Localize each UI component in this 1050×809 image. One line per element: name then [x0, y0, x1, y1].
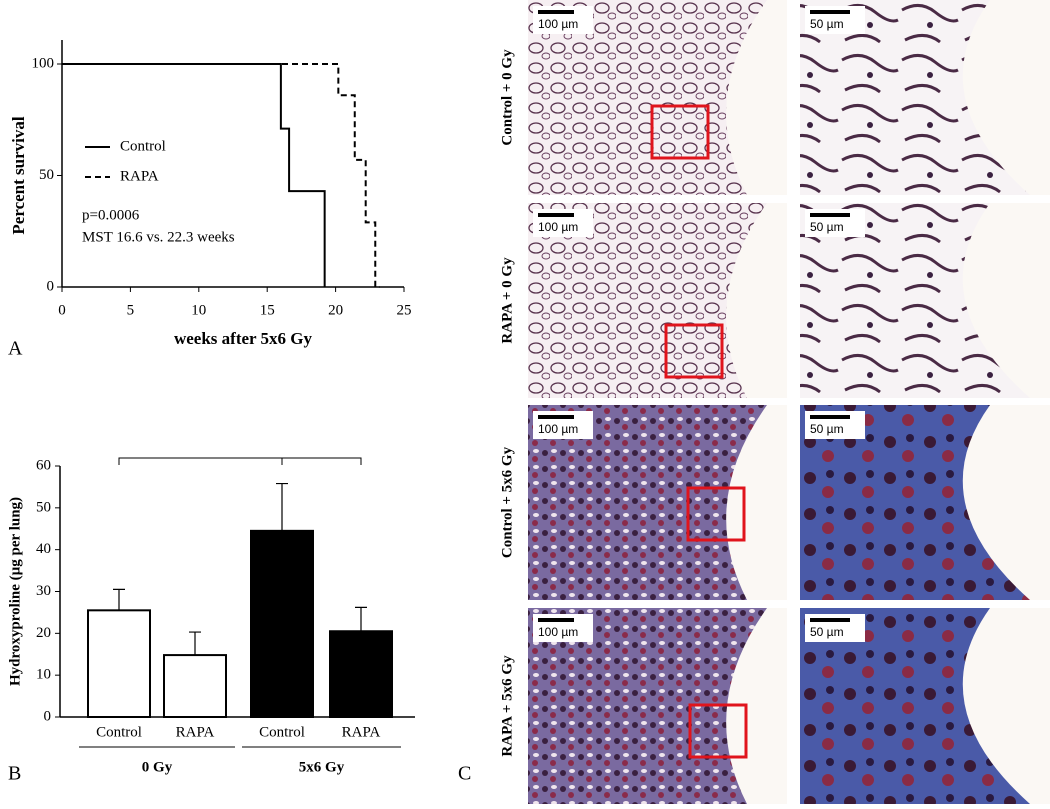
survival-chart: 0 50 100 0 5 10 15 20 25 weeks after 5x6 Gy Percen… [9, 40, 412, 348]
scale-label: 100 µm [538, 625, 578, 639]
zoom-box [664, 323, 724, 379]
annotation: MST 16.6 vs. 22.3 weeks [82, 229, 235, 245]
y-tick-label: 0 [44, 708, 52, 724]
bar [250, 529, 314, 719]
y-tick-label: 20 [36, 625, 51, 641]
lumen [962, 608, 1050, 804]
legend-label: Control [120, 138, 166, 154]
scale-label: 100 µm [538, 220, 578, 234]
x-tick-label: 10 [191, 302, 206, 318]
y-tick-label: 30 [36, 583, 51, 599]
y-tick-label: 10 [36, 667, 51, 683]
histology-panel: Control + 0 Gy 100 µm 50 µm RAPA + 0 Gy 100 … [499, 0, 1050, 804]
panel-label: B [8, 763, 21, 785]
x-tick-label: 0 [58, 302, 66, 318]
tissue-edge [726, 203, 787, 398]
scale-label: 50 µm [810, 220, 844, 234]
zoom-box [686, 486, 746, 542]
bar [87, 609, 151, 719]
survival-curve [62, 63, 326, 287]
lumen [962, 203, 1050, 398]
bar [163, 654, 227, 719]
panel-label: A [8, 338, 23, 360]
scale-label: 50 µm [810, 625, 844, 639]
error-bar [355, 606, 367, 632]
group-label: 5x6 Gy [299, 759, 345, 775]
legend-label: RAPA [120, 168, 159, 184]
x-tick-label: 5 [127, 302, 135, 318]
y-tick-label: 60 [36, 457, 51, 473]
x-tick-label: 20 [328, 302, 343, 318]
annotation: p=0.0006 [82, 207, 140, 223]
y-tick-label: 40 [36, 541, 51, 557]
row-label: RAPA + 0 Gy [499, 257, 515, 344]
scale-label: 100 µm [538, 422, 578, 436]
x-tick-label: Control [96, 724, 142, 740]
survival-curve [62, 63, 380, 288]
significance-bracket [118, 457, 362, 465]
error-bar [276, 482, 288, 531]
lumen [962, 405, 1050, 600]
y-tick-label: 100 [32, 55, 55, 71]
zoom-box [650, 104, 710, 160]
x-tick-label: RAPA [342, 724, 381, 740]
tissue-edge [726, 0, 787, 195]
lumen [962, 0, 1050, 195]
row-label: Control + 0 Gy [499, 49, 515, 146]
x-tick-label: 25 [397, 302, 412, 318]
y-tick-label: 0 [47, 278, 55, 294]
x-tick-label: 15 [260, 302, 275, 318]
scale-label: 50 µm [810, 17, 844, 31]
panel-label: C [458, 763, 471, 785]
y-tick-label: 50 [39, 167, 54, 183]
group-label: 0 Gy [142, 759, 173, 775]
y-axis-label: Hydroxyproline (µg per lung) [7, 497, 23, 686]
x-tick-label: Control [259, 724, 305, 740]
scale-label: 50 µm [810, 422, 844, 436]
tissue-edge [726, 608, 787, 804]
y-tick-label: 50 [36, 499, 51, 515]
tissue-edge [726, 405, 787, 600]
zoom-box [688, 703, 748, 759]
error-bar [113, 588, 125, 611]
bar [329, 630, 393, 718]
y-axis-label: Percent survival [9, 116, 28, 234]
scale-label: 100 µm [538, 17, 578, 31]
x-axis-label: weeks after 5x6 Gy [174, 329, 313, 348]
x-tick-label: RAPA [176, 724, 215, 740]
bar-chart: 0 10 20 30 40 50 60 Hydroxyproline (µg per lung… [7, 457, 415, 775]
error-bar [189, 631, 201, 656]
row-label: RAPA + 5x6 Gy [499, 655, 515, 757]
row-label: Control + 5x6 Gy [499, 446, 515, 558]
